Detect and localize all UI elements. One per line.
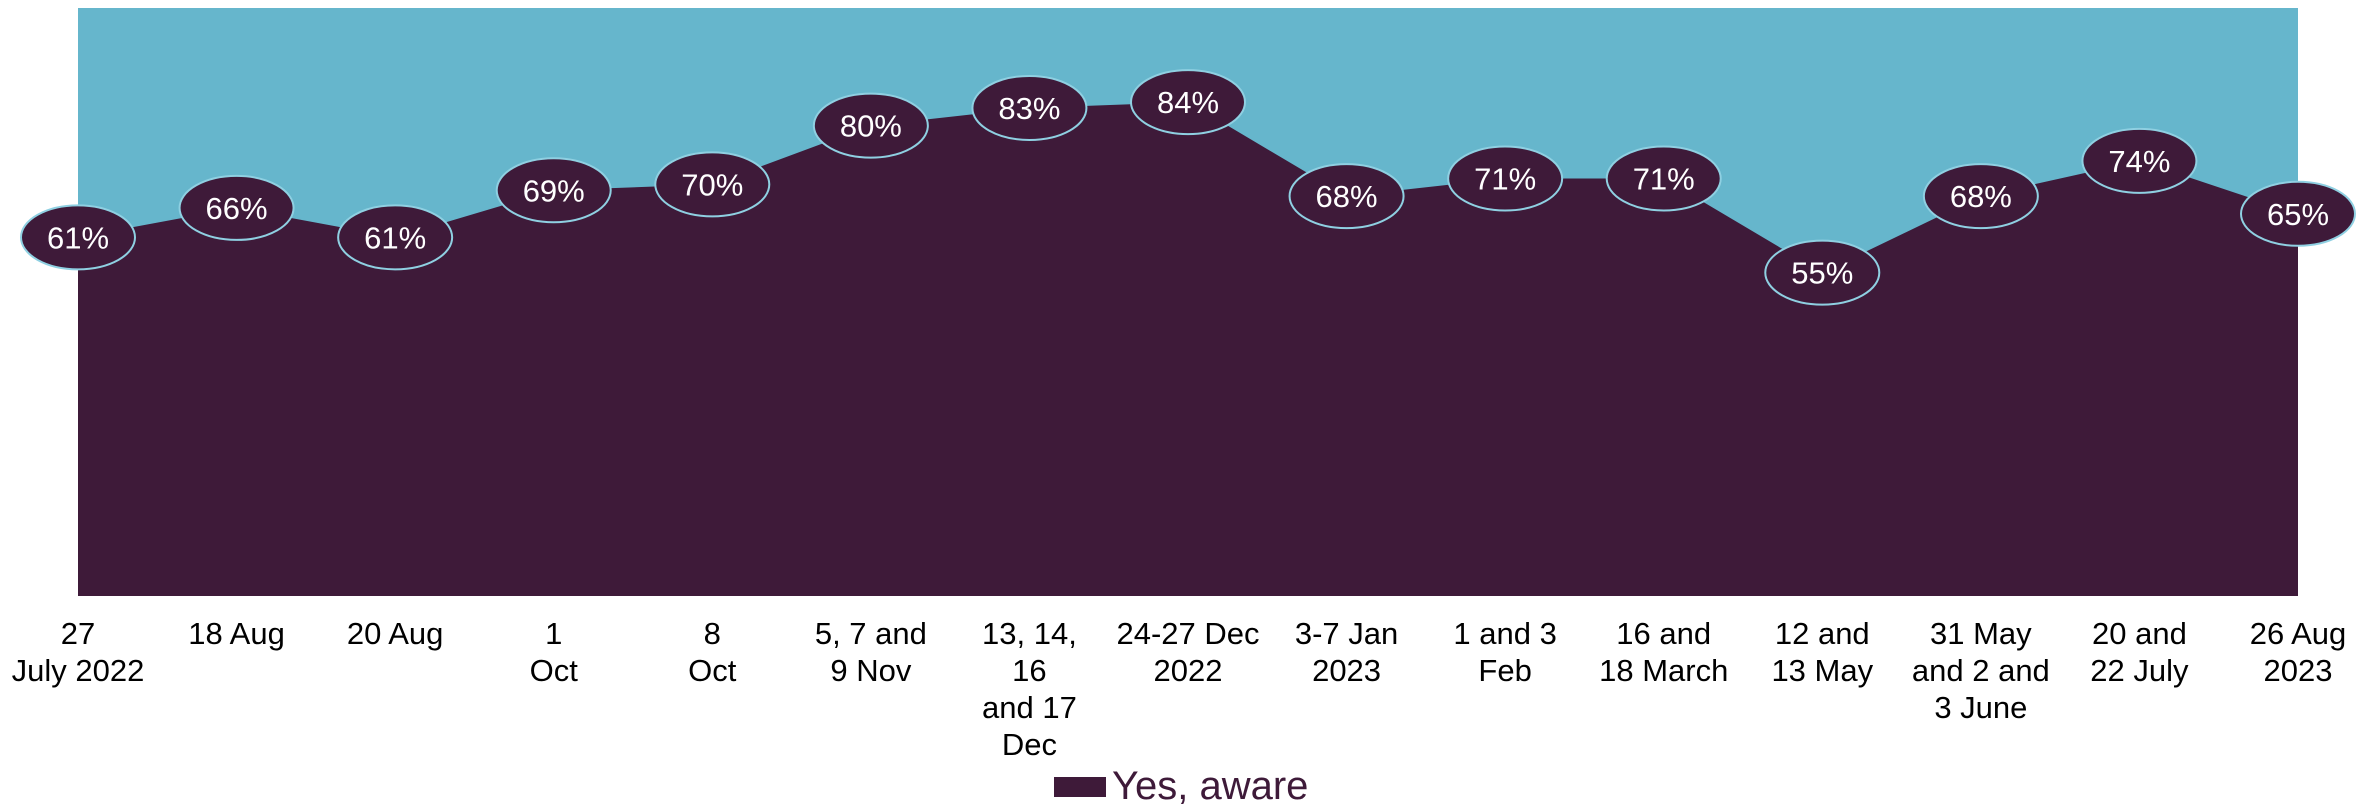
data-label-2: 61% <box>337 204 454 271</box>
x-tick-label: 24-27 Dec 2022 <box>1116 616 1259 688</box>
data-label-bubble <box>1605 145 1722 212</box>
x-tick-label: 20 Aug <box>347 616 444 651</box>
data-label-bubble <box>2081 127 2198 194</box>
data-label-text: 70% <box>681 167 743 202</box>
data-label-text: 65% <box>2267 197 2329 232</box>
x-tick-label: 18 Aug <box>188 616 285 651</box>
x-tick-label: 13, 14, 16 and 17 Dec <box>982 616 1077 762</box>
x-tick-label: 1 Oct <box>530 616 579 688</box>
data-label-6: 83% <box>971 74 1088 141</box>
data-label-bubble <box>1288 163 1405 230</box>
legend: Yes, aware <box>1054 764 1308 804</box>
x-tick-label: 16 and 18 March <box>1599 616 1728 688</box>
data-label-text: 61% <box>47 220 109 255</box>
data-label-text: 71% <box>1474 162 1536 197</box>
x-tick-label: 5, 7 and 9 Nov <box>815 616 927 688</box>
data-label-bubble <box>1130 69 1246 136</box>
x-tick-label: 31 May and 2 and 3 June <box>1912 616 2050 725</box>
data-label-text: 80% <box>840 109 902 144</box>
data-label-text: 55% <box>1791 256 1853 291</box>
data-label-13: 74% <box>2081 127 2198 194</box>
x-tick-label: 3-7 Jan 2023 <box>1295 616 1398 688</box>
data-label-text: 66% <box>206 191 268 226</box>
data-label-7: 84% <box>1130 69 1246 136</box>
data-label-bubble <box>495 157 612 224</box>
data-label-bubble <box>178 174 295 241</box>
data-label-text: 68% <box>1316 179 1378 214</box>
data-label-1: 66% <box>178 174 295 241</box>
data-label-14: 65% <box>2240 180 2356 247</box>
x-tick-label: 8 Oct <box>688 616 737 688</box>
x-tick-label: 1 and 3 Feb <box>1453 616 1556 688</box>
x-tick-label: 12 and 13 May <box>1771 616 1873 688</box>
data-label-bubble <box>1922 163 2039 230</box>
data-label-3: 69% <box>495 157 612 224</box>
data-label-bubble <box>337 204 454 271</box>
data-label-11: 55% <box>1764 239 1881 306</box>
data-label-bubble <box>2240 180 2356 247</box>
data-label-12: 68% <box>1922 163 2039 230</box>
data-label-text: 83% <box>998 91 1060 126</box>
data-label-text: 61% <box>364 220 426 255</box>
legend-label: Yes, aware <box>1112 764 1308 804</box>
data-label-text: 68% <box>1950 179 2012 214</box>
data-label-5: 80% <box>812 92 929 159</box>
data-labels: 61% 66% 61% 69% 70% 80% 83% 84% 68% 71% 71% 55% 68% 7… <box>20 69 2356 306</box>
data-label-0: 61% <box>20 204 136 271</box>
x-tick-label: 20 and 22 July <box>2090 616 2189 688</box>
x-tick-label: 27 July 2022 <box>12 616 145 688</box>
data-label-4: 70% <box>654 151 771 218</box>
data-label-9: 71% <box>1447 145 1564 212</box>
data-label-8: 68% <box>1288 163 1405 230</box>
data-label-text: 74% <box>2108 144 2170 179</box>
data-label-bubble <box>812 92 929 159</box>
x-tick-label: 26 Aug 2023 <box>2250 616 2347 688</box>
data-label-text: 69% <box>523 173 585 208</box>
data-label-bubble <box>1764 239 1881 306</box>
x-axis-tick-labels: 27 July 2022 18 Aug 20 Aug 1 Oct 8 Oct 5, 7 and 9… <box>12 616 2347 762</box>
data-label-text: 84% <box>1157 85 1219 120</box>
data-label-bubble <box>1447 145 1564 212</box>
series-area-yes-aware <box>78 102 2298 596</box>
data-label-bubble <box>654 151 771 218</box>
data-label-bubble <box>971 74 1088 141</box>
data-label-bubble <box>20 204 136 271</box>
data-label-10: 71% <box>1605 145 1722 212</box>
data-label-text: 71% <box>1633 162 1695 197</box>
legend-swatch <box>1054 777 1106 797</box>
